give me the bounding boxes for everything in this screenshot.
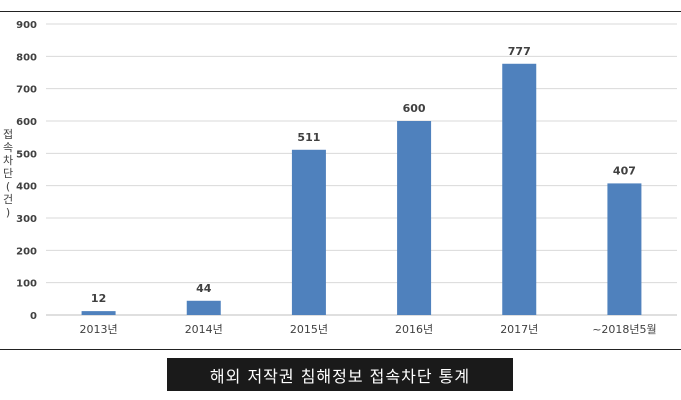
x-tick-label: 2017년 bbox=[500, 323, 538, 336]
y-tick-label: 100 bbox=[16, 279, 37, 290]
y-tick-label: 0 bbox=[30, 311, 37, 322]
y-axis-label-char: ) bbox=[5, 206, 11, 219]
data-label: 44 bbox=[196, 282, 212, 295]
bar bbox=[81, 311, 116, 315]
bar bbox=[291, 149, 326, 315]
y-axis-label-char: 건 bbox=[2, 193, 14, 206]
y-axis-label-char: ( bbox=[5, 180, 11, 193]
y-tick-label: 200 bbox=[16, 246, 37, 257]
y-tick-label: 600 bbox=[16, 117, 37, 128]
x-tick-label: 2015년 bbox=[290, 323, 328, 336]
data-label: 12 bbox=[91, 292, 106, 305]
bar-chart: 0 100 200 300 400 500 600 700 800 900 12 2013년 44 201… bbox=[16, 20, 677, 336]
y-tick-label: 400 bbox=[16, 182, 37, 193]
chart-frame bbox=[0, 11, 681, 350]
bar bbox=[607, 183, 642, 315]
y-tick-label: 800 bbox=[16, 52, 37, 63]
y-tick-label: 700 bbox=[16, 85, 37, 96]
y-axis-label-char: 차 bbox=[2, 154, 14, 167]
x-tick-label: 2014년 bbox=[185, 323, 223, 336]
data-label: 777 bbox=[508, 45, 531, 58]
x-tick-label: ~2018년5월 bbox=[592, 323, 656, 336]
bar bbox=[186, 300, 221, 315]
chart-caption: 해외 저작권 침해정보 접속차단 통계 bbox=[167, 358, 513, 391]
y-axis-label: 접 속 차 단(건) bbox=[0, 128, 16, 219]
bar bbox=[502, 63, 537, 315]
y-axis-label-char: 접 bbox=[2, 128, 14, 141]
x-tick-label: 2016년 bbox=[395, 323, 433, 336]
y-tick-label: 500 bbox=[16, 149, 37, 160]
data-label: 511 bbox=[297, 131, 320, 144]
y-tick-label: 300 bbox=[16, 214, 37, 225]
data-label: 600 bbox=[403, 102, 426, 115]
y-tick-label: 900 bbox=[16, 20, 37, 31]
data-label: 407 bbox=[613, 164, 636, 177]
y-axis-label-char: 속 bbox=[2, 141, 14, 154]
y-axis-label-char: 단 bbox=[2, 167, 14, 180]
x-tick-label: 2013년 bbox=[80, 323, 118, 336]
bar bbox=[397, 121, 432, 315]
